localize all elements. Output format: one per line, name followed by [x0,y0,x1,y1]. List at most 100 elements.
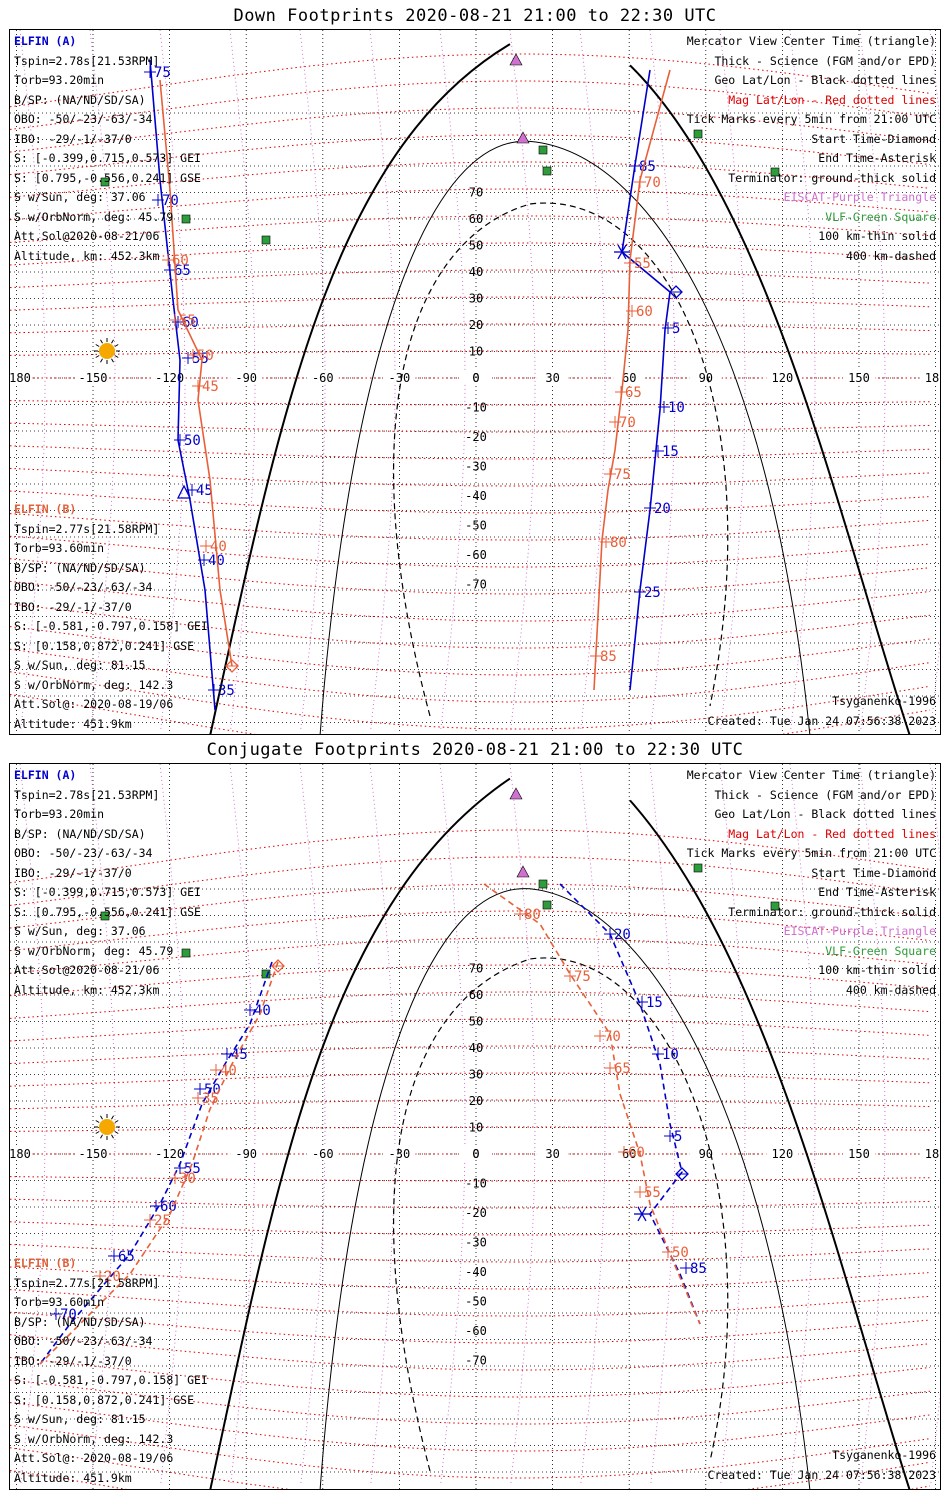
elfin-b-conj-track-right-tick-label: 65 [614,1061,631,1077]
vlf-square [100,177,110,187]
elfin-a-conj-track-right-line [559,883,701,1325]
label-bg [843,1146,875,1160]
label-bg [689,1146,722,1160]
longitude-tick-label: -180 [10,371,31,385]
mag-longitude-line [719,764,746,1485]
label-bg [919,1146,940,1160]
elfin-a-track-tick-label: 75 [154,65,171,81]
latitude-tick-label: -20 [465,430,487,444]
latitude-tick-label: 10 [469,345,483,359]
legend-item: Tick Marks every 5min from 21:00 UTC [686,112,936,126]
label-bg [10,370,33,384]
latitude-tick-label: 10 [469,1121,483,1135]
elfin-a-line: S w/Sun, deg: 37.06 [14,190,146,204]
elfin-b-conj-track-tick-label: 40 [220,1063,237,1079]
elfin-a-conj-track-right-tick-label: 5 [674,1129,682,1145]
vlf-square [181,948,191,958]
mag-longitude-line [229,30,256,731]
terminator-ground-line [629,64,911,734]
elfin-a-track-right-tick-label: 5 [672,321,680,337]
elfin-b-title: ELFIN (B) [14,1256,77,1270]
longitude-tick-label: 60 [622,1147,636,1161]
eiscat-triangle [509,787,523,800]
elfin-a-line: S w/OrbNorm, deg: 45.79 [14,943,174,958]
elfin-b-line: OBO: -50/-23/-63/-34 [14,1334,153,1348]
legend-item: VLF-Green Square [825,209,936,224]
label-bg [77,370,109,384]
label-bg [230,370,263,384]
elfin-a-line: Torb=93.20min [14,807,105,821]
elfin-b-track-right-tick-label: 80 [610,535,627,551]
elfin-a-conj-track-tick-label: 45 [231,1047,248,1063]
model-label: Tsyganenko-1996 [832,694,936,708]
latitude-tick-label: -10 [465,401,487,415]
down-footprints-panel: -180 -150 -120 -90 -60 -30 0 30 60 90 120 150 180 70 6… [9,29,941,735]
label-bg [153,1146,186,1160]
mag-latitude-line [10,1072,931,1087]
mag-latitude-line [10,1018,931,1042]
longitude-tick-label: 30 [545,1147,559,1161]
mag-latitude-line [10,1334,931,1371]
created-label: Created: Tue Jan 24 07:56:38 2023 [707,714,936,728]
longitude-tick-label: -60 [312,1147,334,1161]
legend-item: Terminator: ground-thick solid [728,904,936,919]
elfin-b-line: Att.Sol@: 2020-08-19/06 [14,697,174,711]
mag-latitude-line [10,53,931,108]
legend-item: Terminator: ground-thick solid [728,170,936,185]
label-bg [383,370,416,384]
vlf-square [538,879,548,889]
elfin-a-line: Tspin=2.78s[21.53RPM] [14,787,160,802]
elfin-b-conj-track-right-tick-label: 70 [604,1029,621,1045]
label-bg [613,1146,646,1160]
elfin-b-line: Tspin=2.77s[21.58RPM] [14,521,160,536]
elfin-b-title: ELFIN (B) [14,502,77,516]
mag-latitude-line [10,323,931,334]
longitude-tick-label: 180 [925,371,941,385]
elfin-b-track-right-tick-label: 65 [625,385,642,401]
elfin-a-track-tick-label: 35 [218,683,235,699]
legend-item: Mag Lat/Lon - Red dotted lines [728,92,936,107]
mag-longitude-line [89,30,116,731]
longitude-tick-label: -120 [155,1147,184,1161]
mag-latitude-line [10,350,931,356]
sun-icon [94,338,120,364]
latitude-tick-label: 60 [469,988,483,1002]
mag-latitude-line [10,513,931,541]
label-bg [460,370,492,384]
elfin-b-line: OBO: -50/-23/-63/-34 [14,580,153,594]
terminator-100km-line [319,888,811,1489]
latitude-tick-label: -30 [465,1236,487,1250]
elfin-a-line: S w/Sun, deg: 37.06 [14,924,146,938]
mag-latitude-line [10,296,931,311]
mag-latitude-line [10,400,931,406]
mag-longitude-line [789,764,816,1485]
latitude-tick-label: -20 [465,1206,487,1220]
mag-latitude-line [10,856,931,906]
elfin-a-start-diamond [669,285,683,299]
longitude-tick-label: -150 [79,1147,108,1161]
elfin-a-end-asterisk [637,1206,647,1222]
elfin-a-line: IBO: -29/-1/-37/0 [14,865,132,880]
elfin-b-track-right-tick-label: 60 [636,304,653,320]
elfin-b-track-line [159,79,233,667]
legend-item: Start Time-Diamond [811,865,936,880]
elfin-a-line: B/SP: (NA/ND/SD/SA) [14,92,146,107]
elfin-b-start-diamond [225,659,239,673]
label-bg [919,370,940,384]
mag-latitude-line [10,535,931,568]
terminator-100km-line [319,140,811,734]
mag-longitude-line [439,764,466,1485]
mag-latitude-line [10,1176,931,1182]
label-bg [460,1146,492,1160]
elfin-b-line: Att.Sol@: 2020-08-19/06 [14,1451,174,1465]
terminator-ground-line [209,777,511,1489]
latitude-tick-label: -40 [465,489,487,503]
sun-icon [94,1114,120,1140]
elfin-a-conj-track-tick-label: 50 [204,1082,221,1098]
legend-item: Mag Lat/Lon - Red dotted lines [728,826,936,841]
legend-item: VLF-Green Square [825,943,936,958]
legend-item: Mercator View Center Time (triangle) [686,768,936,782]
elfin-a-title: ELFIN (A) [14,34,77,48]
vlf-square [770,167,780,177]
elfin-b-line: S: [-0.581,-0.797,0.158] GEI [14,619,208,633]
